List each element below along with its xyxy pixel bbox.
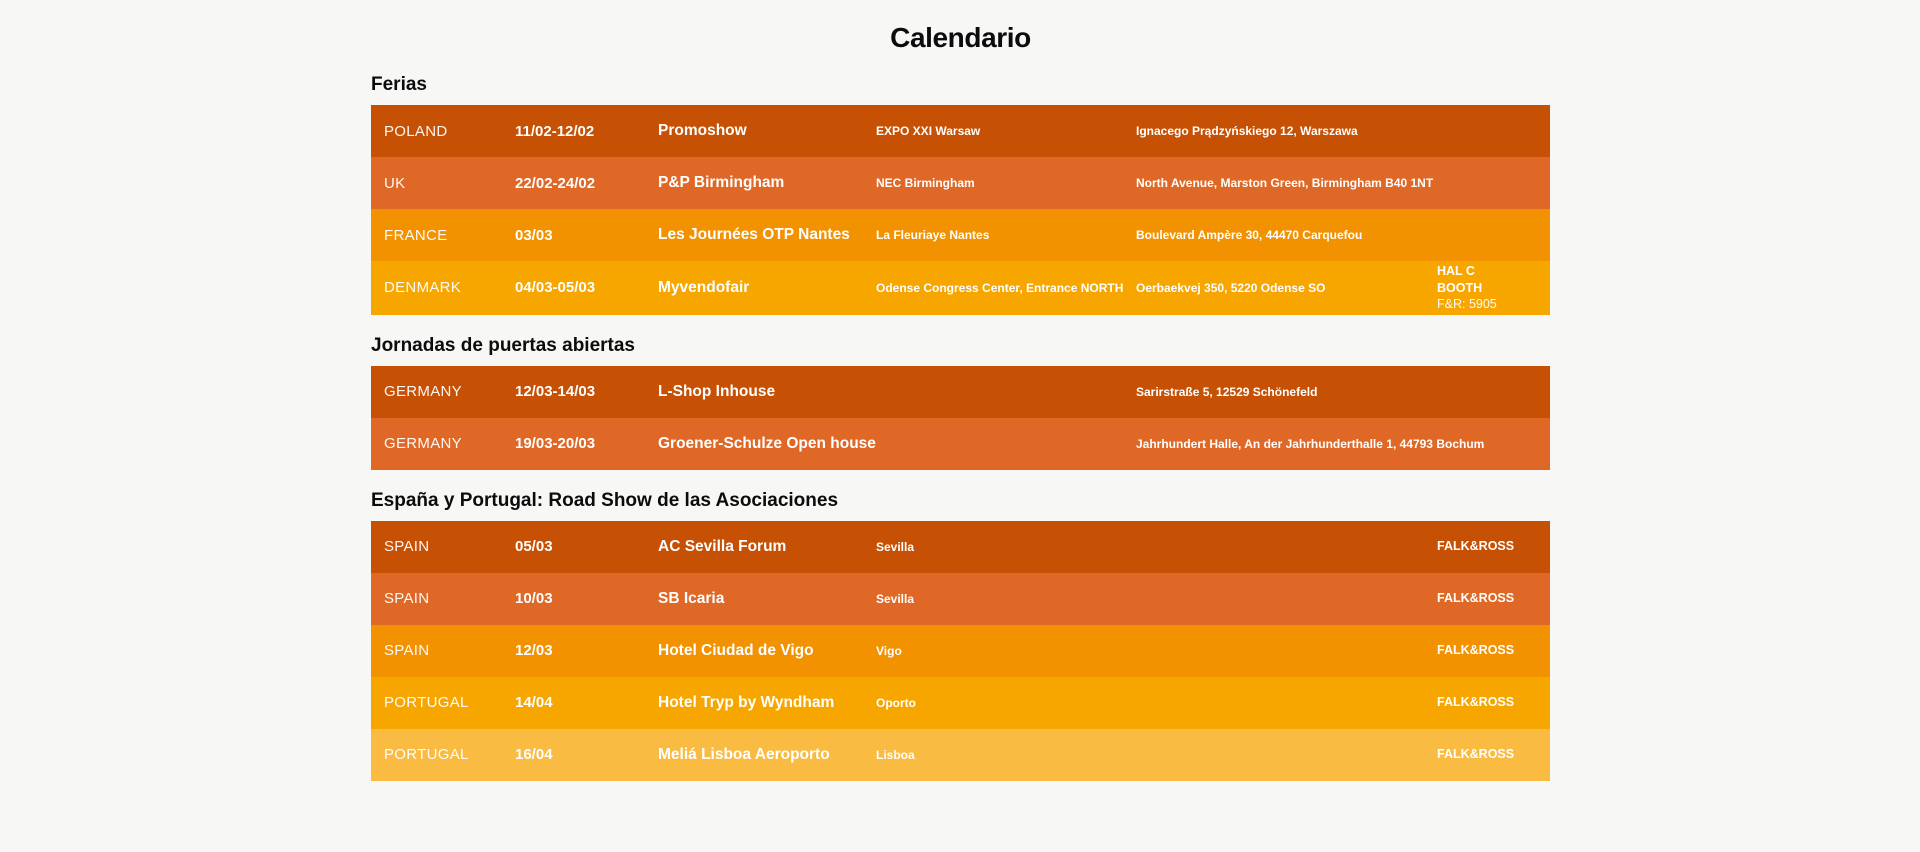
section-heading: Jornadas de puertas abiertas [371, 334, 635, 356]
date-label: 19/03-20/03 [515, 435, 596, 452]
extra-label: FALK&ROSS [1437, 746, 1538, 763]
date-label: 16/04 [515, 746, 553, 763]
event-name: Les Journées OTP Nantes [658, 226, 850, 243]
date-label: 12/03 [515, 642, 553, 659]
extra-label: FALK&ROSS [1437, 642, 1538, 659]
event-row: PORTUGAL 16/04 Meliá Lisboa Aeroporto Li… [371, 728, 1550, 781]
country-label: POLAND [384, 122, 448, 140]
extra-line: HAL C [1437, 264, 1475, 278]
event-name: P&P Birmingham [658, 174, 785, 191]
event-name: SB Icaria [658, 589, 725, 607]
address-label: Jahrhundert Halle, An der Jahrhunderthal… [1136, 436, 1485, 451]
date-label: 03/03 [515, 226, 553, 244]
address-label: Oerbaekvej 350, 5220 Odense SO [1136, 280, 1326, 295]
date-label: 11/02-12/02 [515, 122, 595, 140]
date-label: 05/03 [515, 538, 553, 555]
extra-line: FALK&ROSS [1437, 591, 1515, 606]
calendar-section: España y Portugal: Road Show de las Asoc… [371, 490, 1550, 781]
venue-label: EXPO XXI Warsaw [876, 124, 981, 138]
event-row: PORTUGAL 14/04 Hotel Tryp by Wyndham Opo… [371, 676, 1550, 729]
calendar-section: Jornadas de puertas abiertas GERMANY 12/… [371, 335, 1550, 470]
event-name: Hotel Tryp by Wyndham [658, 693, 835, 711]
extra-label: FALK&ROSS [1437, 590, 1538, 607]
country-label: FRANCE [384, 226, 448, 244]
extra-label: FALK&ROSS [1437, 694, 1538, 711]
country-label: SPAIN [384, 538, 430, 555]
event-name: Myvendofair [658, 278, 750, 296]
extra-line: BOOTH [1437, 280, 1483, 295]
venue-label: Lisboa [876, 747, 915, 762]
events-table: POLAND 11/02-12/02 Promoshow EXPO XXI Wa… [371, 105, 1550, 315]
events-table: GERMANY 12/03-14/03 L-Shop Inhouse Sarir… [371, 365, 1550, 470]
country-label: PORTUGAL [384, 746, 469, 763]
extra-line: FALK&ROSS [1437, 695, 1515, 710]
event-name: Groener-Schulze Open house [658, 434, 876, 452]
venue-label: Sevilla [876, 539, 915, 554]
event-name: Meliá Lisboa Aeroporto [658, 745, 830, 763]
extra-line: FALK&ROSS [1437, 643, 1515, 658]
event-row: SPAIN 12/03 Hotel Ciudad de Vigo Vigo FA… [371, 624, 1550, 677]
address-label: Boulevard Ampère 30, 44470 Carquefou [1136, 228, 1363, 242]
page-title: Calendario [890, 22, 1031, 53]
country-label: UK [384, 174, 406, 192]
event-name: AC Sevilla Forum [658, 537, 787, 555]
date-label: 10/03 [515, 590, 553, 607]
venue-label: Odense Congress Center, Entrance NORTH [876, 280, 1124, 295]
venue-label: NEC Birmingham [876, 176, 975, 190]
venue-label: Sevilla [876, 591, 915, 606]
address-label: North Avenue, Marston Green, Birmingham … [1136, 176, 1434, 190]
extra-line: FALK&ROSS [1437, 539, 1515, 554]
extra-line: F&R: 5905 [1437, 297, 1497, 311]
country-label: GERMANY [384, 383, 462, 400]
date-label: 14/04 [515, 694, 553, 711]
event-row: UK 22/02-24/02 P&P Birmingham NEC Birmin… [371, 157, 1550, 209]
country-label: GERMANY [384, 435, 462, 452]
country-label: SPAIN [384, 642, 430, 659]
address-label: Ignacego Prądzyńskiego 12, Warszawa [1136, 124, 1358, 138]
sections: Ferias POLAND 11/02-12/02 Promoshow EXPO… [371, 74, 1550, 781]
country-label: DENMARK [384, 279, 462, 297]
date-label: 12/03-14/03 [515, 383, 596, 400]
event-name: L-Shop Inhouse [658, 382, 776, 400]
event-row: FRANCE 03/03 Les Journées OTP Nantes La … [371, 209, 1550, 261]
event-name: Promoshow [658, 122, 747, 139]
event-row: DENMARK 04/03-05/03 Myvendofair Odense C… [371, 261, 1550, 315]
event-row: SPAIN 05/03 AC Sevilla Forum Sevilla FAL… [371, 520, 1550, 573]
section-heading: Ferias [371, 74, 427, 95]
calendar-section: Ferias POLAND 11/02-12/02 Promoshow EXPO… [371, 74, 1550, 315]
extra-label: HAL C BOOTH F&R: 5905 [1437, 263, 1538, 313]
extra-line: FALK&ROSS [1437, 747, 1515, 762]
calendar-page: Calendario Ferias POLAND 11/02-12/02 Pro… [371, 22, 1550, 781]
address-label: Sarirstraße 5, 12529 Schönefeld [1136, 384, 1318, 399]
venue-label: La Fleuriaye Nantes [876, 228, 990, 242]
event-row: GERMANY 19/03-20/03 Groener-Schulze Open… [371, 417, 1550, 470]
section-heading: España y Portugal: Road Show de las Asoc… [371, 489, 839, 511]
extra-label: FALK&ROSS [1437, 538, 1538, 555]
event-row: SPAIN 10/03 SB Icaria Sevilla FALK&ROSS [371, 572, 1550, 625]
country-label: SPAIN [384, 590, 430, 607]
date-label: 04/03-05/03 [515, 279, 596, 297]
event-row: GERMANY 12/03-14/03 L-Shop Inhouse Sarir… [371, 365, 1550, 418]
event-row: POLAND 11/02-12/02 Promoshow EXPO XXI Wa… [371, 105, 1550, 157]
event-name: Hotel Ciudad de Vigo [658, 641, 814, 659]
date-label: 22/02-24/02 [515, 174, 596, 192]
venue-label: Oporto [876, 695, 916, 710]
venue-label: Vigo [876, 643, 902, 658]
events-table: SPAIN 05/03 AC Sevilla Forum Sevilla FAL… [371, 520, 1550, 781]
country-label: PORTUGAL [384, 694, 469, 711]
